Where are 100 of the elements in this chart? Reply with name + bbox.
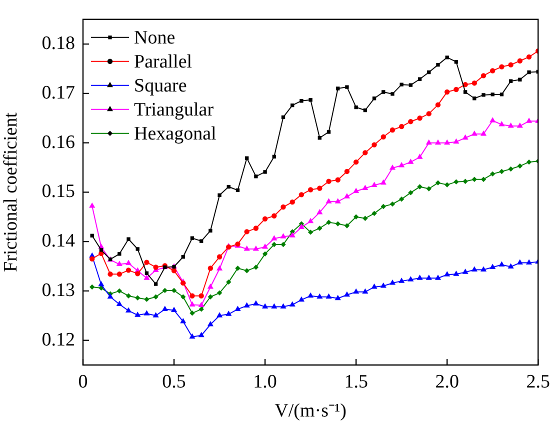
point <box>516 259 523 265</box>
x-tick-label: 2.0 <box>435 371 459 392</box>
point <box>98 281 104 286</box>
y-tick-label: 0.13 <box>42 280 75 301</box>
point <box>198 302 204 308</box>
point <box>353 214 359 220</box>
point <box>526 259 532 265</box>
point <box>162 306 168 311</box>
y-tick-label: 0.15 <box>42 181 75 202</box>
point <box>116 300 122 306</box>
point <box>508 263 514 268</box>
point <box>189 333 196 339</box>
point <box>116 272 122 277</box>
point <box>362 288 368 294</box>
legend-label: Parallel <box>134 51 192 72</box>
point <box>189 301 196 307</box>
point <box>280 303 286 308</box>
point <box>363 108 368 112</box>
point <box>336 86 340 90</box>
point <box>208 266 214 271</box>
y-tick-label: 0.12 <box>42 329 75 350</box>
point <box>498 261 505 267</box>
point <box>344 168 350 174</box>
point <box>418 77 422 81</box>
point <box>235 266 240 271</box>
y-tick-label: 0.17 <box>42 82 75 104</box>
legend-label: Square <box>134 75 187 96</box>
point <box>263 170 267 174</box>
point <box>262 216 268 222</box>
point <box>480 73 486 78</box>
point <box>208 294 214 300</box>
point <box>281 115 286 119</box>
point <box>335 221 340 226</box>
point <box>144 274 150 280</box>
point <box>207 321 214 326</box>
point <box>190 236 194 240</box>
point <box>480 176 486 182</box>
point <box>226 310 232 316</box>
point <box>126 268 132 273</box>
point <box>272 154 276 158</box>
point <box>308 292 314 298</box>
y-axis-title: Frictional coefficient <box>0 112 22 272</box>
x-tick-label: 2.5 <box>526 371 550 392</box>
point <box>244 268 250 274</box>
point <box>490 171 496 177</box>
point <box>444 89 450 95</box>
point <box>126 293 132 298</box>
point <box>180 294 186 300</box>
point <box>371 182 378 188</box>
point <box>471 266 478 272</box>
point <box>271 303 278 308</box>
point <box>190 310 195 316</box>
point <box>408 83 413 87</box>
point <box>389 164 396 170</box>
point <box>490 117 496 122</box>
point <box>136 247 140 251</box>
point <box>317 226 322 231</box>
point <box>152 312 159 318</box>
point <box>398 196 404 202</box>
point <box>298 296 304 302</box>
point <box>516 122 523 128</box>
point <box>208 228 212 233</box>
point <box>272 213 277 218</box>
point <box>408 158 414 164</box>
point <box>427 70 431 74</box>
point <box>300 99 304 103</box>
point <box>280 242 286 248</box>
point <box>125 307 132 312</box>
point <box>482 93 486 97</box>
point <box>353 288 360 294</box>
point <box>253 226 259 231</box>
point <box>380 204 386 210</box>
point <box>527 70 531 74</box>
point <box>416 154 423 159</box>
point <box>135 271 140 276</box>
point <box>453 138 460 144</box>
point <box>398 162 405 168</box>
point <box>353 188 360 193</box>
y-tick-label: 0.18 <box>42 33 75 54</box>
point <box>372 142 377 148</box>
point <box>500 92 504 96</box>
point <box>170 306 178 312</box>
point <box>508 166 514 172</box>
point <box>216 312 223 318</box>
point <box>426 139 432 145</box>
point <box>517 163 523 169</box>
point <box>308 218 314 224</box>
point <box>426 186 432 192</box>
point <box>382 90 386 94</box>
point <box>499 64 504 70</box>
point <box>134 312 141 317</box>
point <box>434 139 442 145</box>
point <box>244 245 250 251</box>
point <box>408 190 414 196</box>
point <box>362 184 368 190</box>
point <box>218 193 222 197</box>
point <box>526 159 532 165</box>
point <box>480 130 487 136</box>
point <box>362 216 368 221</box>
y-tick-label: 0.14 <box>42 230 76 252</box>
